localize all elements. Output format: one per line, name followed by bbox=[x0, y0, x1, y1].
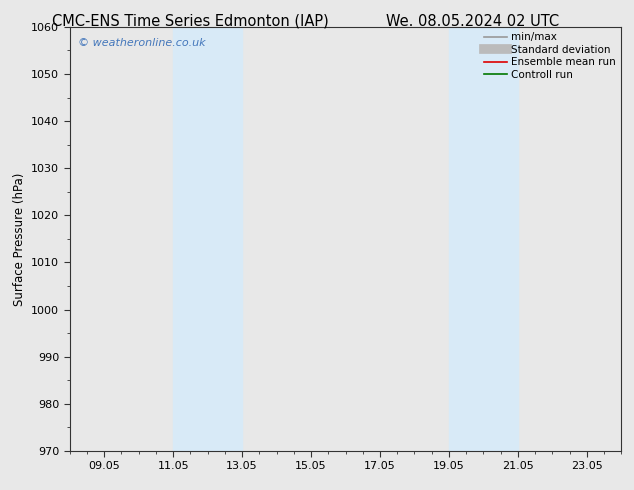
Y-axis label: Surface Pressure (hPa): Surface Pressure (hPa) bbox=[13, 172, 25, 306]
Bar bbox=[173, 27, 242, 451]
Text: CMC-ENS Time Series Edmonton (IAP): CMC-ENS Time Series Edmonton (IAP) bbox=[52, 14, 328, 29]
Legend: min/max, Standard deviation, Ensemble mean run, Controll run: min/max, Standard deviation, Ensemble me… bbox=[482, 30, 618, 82]
Bar bbox=[449, 27, 518, 451]
Text: © weatheronline.co.uk: © weatheronline.co.uk bbox=[78, 38, 205, 48]
Text: We. 08.05.2024 02 UTC: We. 08.05.2024 02 UTC bbox=[385, 14, 559, 29]
